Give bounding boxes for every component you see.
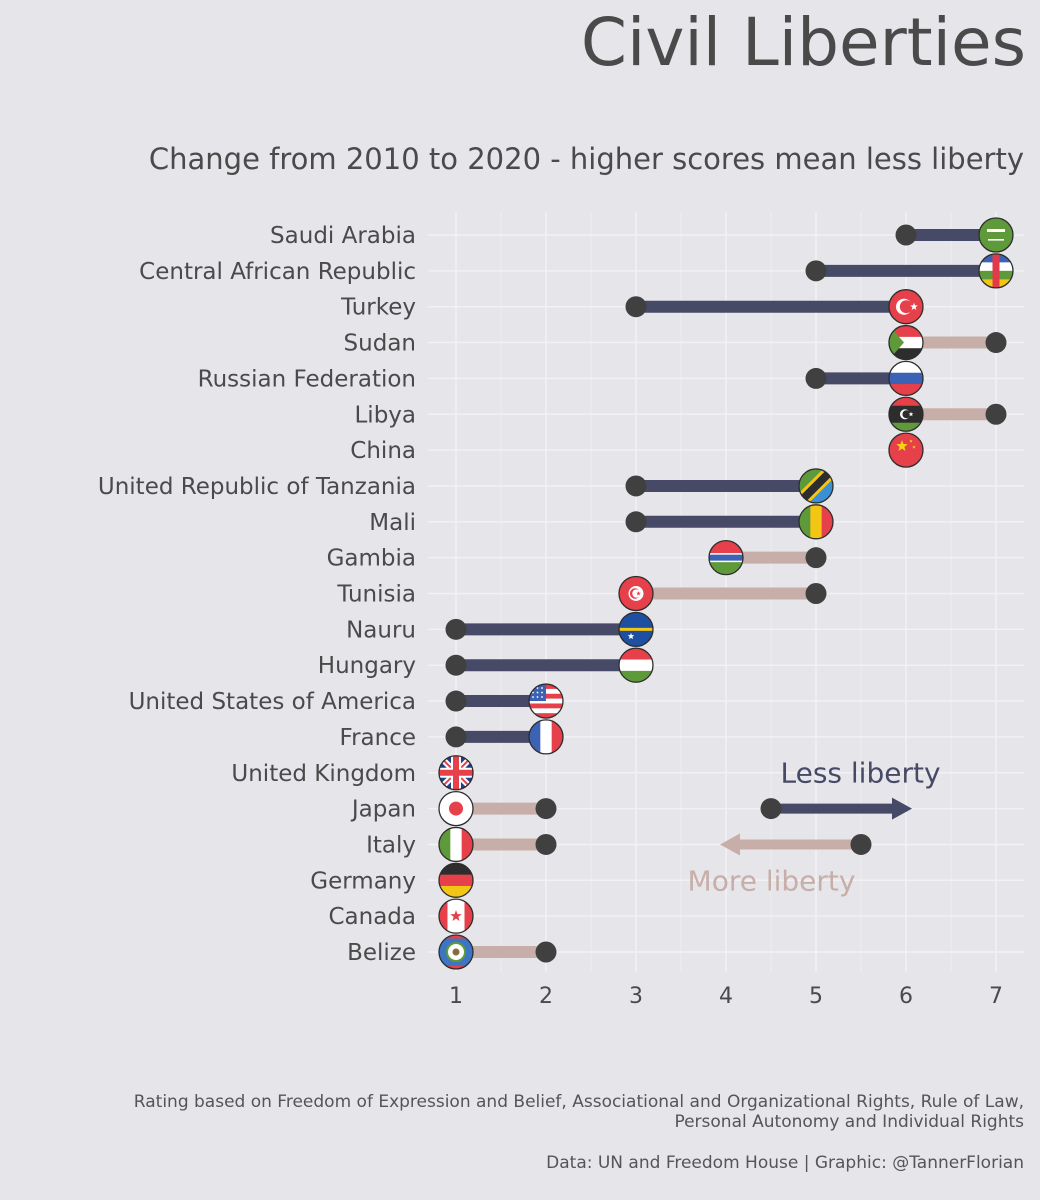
chart-caption: Rating based on Freedom of Expression an…	[24, 1092, 1024, 1132]
usa-flag-icon	[528, 683, 564, 719]
country-label: Russian Federation	[198, 366, 416, 392]
x-tick-label: 3	[629, 984, 643, 1009]
x-tick-label: 1	[449, 984, 463, 1009]
dot-2010	[805, 583, 827, 604]
country-label: Sudan	[344, 331, 416, 357]
central-african-republic-flag-icon	[978, 253, 1014, 289]
mali-flag-icon	[798, 504, 834, 540]
hungary-flag-icon	[618, 647, 654, 683]
dot-2010	[625, 296, 647, 318]
flags-2020	[438, 217, 1014, 970]
x-tick-label: 4	[719, 984, 733, 1009]
dot-2010	[805, 547, 827, 569]
caption-line-1: Rating based on Freedom of Expression an…	[133, 1092, 1024, 1112]
legend: Less liberty More liberty	[688, 757, 941, 898]
dot-2010	[535, 941, 557, 963]
dot-2010	[445, 726, 467, 748]
country-label: Libya	[354, 402, 416, 428]
country-label: Nauru	[346, 617, 416, 643]
dot-2010	[535, 833, 557, 855]
canada-flag-icon	[438, 898, 474, 934]
dot-2010	[625, 511, 647, 533]
tanzania-flag-icon	[798, 468, 834, 504]
legend-more-arrowhead	[720, 833, 740, 856]
country-label: Tunisia	[336, 582, 416, 608]
country-label: United Kingdom	[231, 761, 416, 787]
dot-2010	[625, 475, 647, 497]
dot-2010	[895, 224, 917, 246]
dot-2010	[535, 798, 557, 820]
sudan-flag-icon	[888, 324, 924, 361]
caption-line-2: Personal Autonomy and Individual Rights	[674, 1112, 1024, 1132]
x-tick-label: 6	[899, 984, 913, 1009]
saudi-arabia-flag-icon	[978, 217, 1014, 253]
country-label: Hungary	[318, 653, 416, 679]
japan-flag-icon	[438, 790, 474, 827]
dot-2010	[445, 654, 467, 676]
country-label: Belize	[347, 940, 416, 966]
dot-2010	[985, 332, 1007, 354]
dot-2010	[805, 260, 827, 282]
country-labels: Saudi Arabia Central African Republic Turk…	[98, 223, 416, 966]
china-flag-icon	[888, 432, 924, 468]
country-label: Italy	[366, 832, 416, 858]
dumbbell-chart: Saudi Arabia Central African Republic Turk…	[98, 212, 1024, 1009]
chart-source: Data: UN and Freedom House | Graphic: @T…	[546, 1153, 1024, 1173]
turkey-flag-icon	[888, 289, 924, 325]
x-tick-label: 2	[539, 984, 553, 1009]
legend-less-liberty: Less liberty	[780, 757, 940, 790]
x-axis-ticks: 1 2 3 4 5 6 7	[449, 984, 1003, 1009]
country-label: Germany	[310, 868, 416, 894]
dot-2010	[805, 367, 827, 389]
libya-flag-icon	[888, 396, 924, 432]
country-label: France	[340, 725, 416, 751]
x-tick-label: 7	[989, 984, 1003, 1009]
country-label: United Republic of Tanzania	[98, 474, 416, 500]
dot-2010	[445, 618, 467, 640]
country-label: Turkey	[340, 295, 416, 321]
country-label: Mali	[369, 510, 416, 536]
germany-flag-icon	[438, 862, 474, 898]
russia-flag-icon	[888, 360, 924, 397]
legend-less-arrowhead	[892, 797, 912, 820]
country-label: China	[350, 438, 416, 464]
nauru-flag-icon	[618, 611, 654, 648]
italy-flag-icon	[438, 826, 474, 863]
dots-2010	[445, 224, 1007, 963]
country-label: Japan	[350, 797, 416, 823]
gambia-flag-icon	[708, 539, 744, 576]
dot-2010	[445, 690, 467, 712]
chart-title: Civil Liberties	[580, 4, 1026, 81]
country-label: Central African Republic	[139, 259, 416, 285]
legend-more-liberty: More liberty	[688, 864, 856, 897]
france-flag-icon	[528, 719, 564, 755]
tunisia-flag-icon	[618, 575, 654, 612]
country-label: Gambia	[327, 546, 416, 572]
uk-flag-icon	[438, 755, 474, 791]
legend-more-dot	[850, 833, 872, 855]
country-label: Saudi Arabia	[270, 223, 416, 249]
belize-flag-icon	[438, 934, 474, 970]
chart-subtitle: Change from 2010 to 2020 - higher scores…	[148, 142, 1024, 176]
country-label: Canada	[328, 904, 416, 930]
dot-2010	[985, 403, 1007, 425]
legend-less-dot	[760, 798, 782, 820]
x-tick-label: 5	[809, 984, 823, 1009]
country-label: United States of America	[129, 689, 416, 715]
